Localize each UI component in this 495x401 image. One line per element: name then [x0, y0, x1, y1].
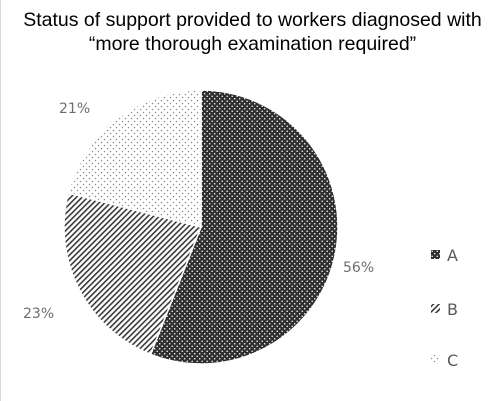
- legend-swatch-b: [431, 304, 440, 313]
- legend-label-a: A: [447, 246, 458, 265]
- data-label-c: 21%: [59, 101, 90, 117]
- data-label-b: 23%: [23, 306, 54, 322]
- legend-item-a: A: [431, 246, 458, 265]
- data-label-a: 56%: [343, 260, 374, 276]
- chart-title: Status of support provided to workers di…: [23, 9, 482, 55]
- legend-label-b: B: [447, 300, 458, 319]
- legend-item-b: B: [431, 300, 458, 319]
- legend-swatch-a: [431, 250, 440, 259]
- legend-item-c: C: [431, 351, 458, 370]
- pie-slice-c: [67, 89, 202, 228]
- legend-swatch-c: [431, 355, 440, 364]
- legend-label-c: C: [447, 351, 458, 370]
- legend: A B C: [431, 246, 458, 370]
- pie-slice-b: [63, 192, 203, 356]
- pie-slice-a: [149, 89, 339, 365]
